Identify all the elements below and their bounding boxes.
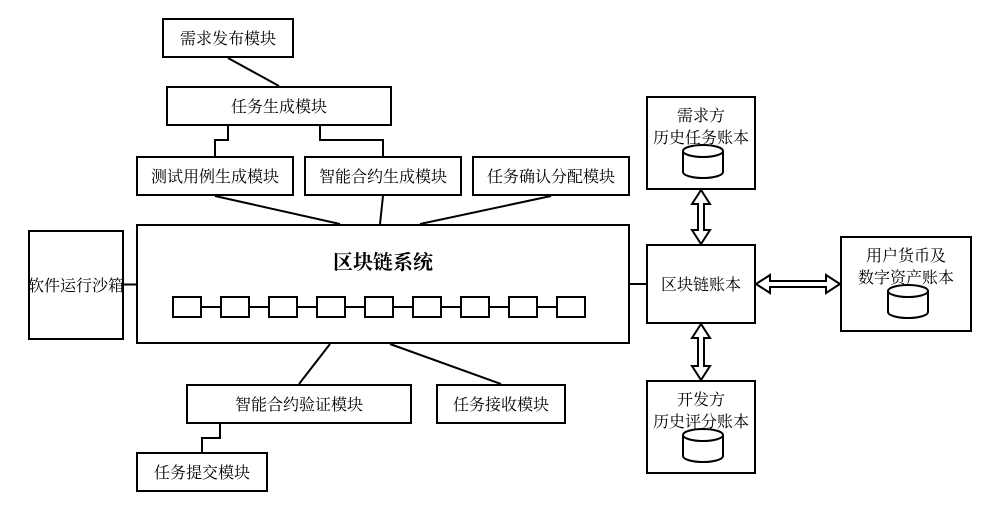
node-label: 用户货币及 数字资产账本 bbox=[842, 244, 970, 287]
double-arrow bbox=[692, 190, 710, 244]
blockchain-chain bbox=[172, 296, 586, 318]
node-blocksys: 区块链系统 bbox=[136, 224, 630, 344]
database-icon bbox=[680, 428, 726, 464]
node-user_asset: 用户货币及 数字资产账本 bbox=[840, 236, 972, 332]
node-label: 软件运行沙箱 bbox=[28, 274, 124, 296]
chain-link bbox=[298, 306, 316, 308]
chain-block bbox=[508, 296, 538, 318]
node-label: 任务提交模块 bbox=[154, 461, 250, 483]
chain-block bbox=[268, 296, 298, 318]
node-label: 智能合约生成模块 bbox=[319, 165, 447, 187]
node-demand_hist: 需求方 历史任务账本 bbox=[646, 96, 756, 190]
node-contract_verify: 智能合约验证模块 bbox=[186, 384, 412, 424]
node-demand_publish: 需求发布模块 bbox=[162, 18, 294, 58]
node-dev_hist: 开发方 历史评分账本 bbox=[646, 380, 756, 474]
double-arrow bbox=[756, 275, 840, 293]
chain-block bbox=[556, 296, 586, 318]
chain-link bbox=[346, 306, 364, 308]
node-contract_gen: 智能合约生成模块 bbox=[304, 156, 462, 196]
chain-block bbox=[364, 296, 394, 318]
node-task_submit: 任务提交模块 bbox=[136, 452, 268, 492]
database-icon bbox=[680, 144, 726, 180]
node-label: 任务生成模块 bbox=[231, 95, 327, 117]
chain-block bbox=[220, 296, 250, 318]
chain-link bbox=[250, 306, 268, 308]
node-label: 区块链账本 bbox=[661, 273, 741, 295]
node-ledger: 区块链账本 bbox=[646, 244, 756, 324]
chain-block bbox=[460, 296, 490, 318]
node-label: 需求发布模块 bbox=[180, 27, 276, 49]
node-sandbox: 软件运行沙箱 bbox=[28, 230, 124, 340]
chain-block bbox=[412, 296, 442, 318]
node-label: 测试用例生成模块 bbox=[151, 165, 279, 187]
chain-block bbox=[316, 296, 346, 318]
chain-link bbox=[394, 306, 412, 308]
node-label: 开发方 历史评分账本 bbox=[648, 388, 754, 431]
node-task_assign: 任务确认分配模块 bbox=[472, 156, 630, 196]
node-task_gen: 任务生成模块 bbox=[166, 86, 392, 126]
chain-link bbox=[538, 306, 556, 308]
database-icon bbox=[885, 284, 931, 320]
chain-link bbox=[202, 306, 220, 308]
node-label: 任务接收模块 bbox=[453, 393, 549, 415]
node-label: 需求方 历史任务账本 bbox=[648, 104, 754, 147]
node-task_recv: 任务接收模块 bbox=[436, 384, 566, 424]
node-test_case: 测试用例生成模块 bbox=[136, 156, 294, 196]
node-label: 区块链系统 bbox=[333, 247, 433, 274]
diagram-stage: 需求发布模块任务生成模块测试用例生成模块 智能合约生成模块 任务确认分配模块软件运行… bbox=[0, 0, 1000, 517]
node-label: 任务确认分配模块 bbox=[487, 165, 615, 187]
node-label: 智能合约验证模块 bbox=[235, 393, 363, 415]
double-arrow bbox=[692, 324, 710, 380]
chain-block bbox=[172, 296, 202, 318]
chain-link bbox=[442, 306, 460, 308]
chain-link bbox=[490, 306, 508, 308]
